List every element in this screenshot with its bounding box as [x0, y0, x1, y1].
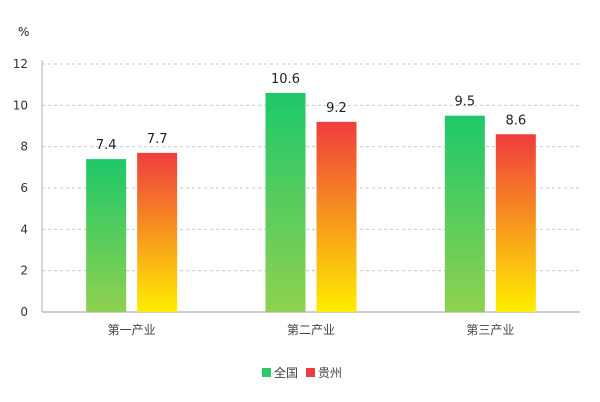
- y-tick-label: 0: [20, 305, 28, 319]
- x-category-label: 第三产业: [466, 323, 514, 337]
- data-label: 7.7: [147, 132, 168, 147]
- bar-贵州-第三产业: [495, 134, 536, 312]
- legend-swatch: [262, 368, 271, 377]
- legend-label: 全国: [274, 365, 298, 380]
- gridlines: [41, 60, 580, 313]
- y-axis-ticks: 0 2 4 6 8 10 12: [13, 57, 28, 319]
- data-label: 9.2: [326, 101, 347, 116]
- bar-全国-第一产业: [86, 159, 127, 312]
- x-category-label: 第二产业: [287, 323, 335, 337]
- bar-贵州-第二产业: [316, 121, 357, 312]
- data-label: 7.4: [96, 138, 117, 153]
- bar-贵州-第一产业: [137, 152, 178, 312]
- data-labels: 7.4 7.7 10.6 9.2 9.5 8.6: [96, 72, 526, 153]
- y-tick-label: 8: [20, 140, 28, 154]
- data-label: 8.6: [505, 113, 526, 128]
- y-tick-label: 6: [20, 181, 28, 195]
- bar-全国-第二产业: [265, 92, 306, 312]
- x-axis-categories: 第一产业 第二产业 第三产业: [108, 323, 515, 337]
- y-tick-label: 10: [13, 98, 28, 112]
- y-tick-label: 4: [20, 222, 28, 236]
- legend: 全国 贵州: [262, 365, 342, 380]
- y-tick-label: 2: [20, 264, 28, 278]
- legend-label: 贵州: [318, 366, 342, 380]
- x-category-label: 第一产业: [108, 323, 156, 337]
- data-label: 10.6: [271, 72, 300, 87]
- legend-swatch: [306, 368, 315, 377]
- y-tick-label: 12: [13, 57, 28, 71]
- bar-全国-第三产业: [444, 115, 485, 313]
- bars: [86, 92, 536, 313]
- y-unit-label: %: [18, 25, 29, 39]
- data-label: 9.5: [454, 95, 475, 110]
